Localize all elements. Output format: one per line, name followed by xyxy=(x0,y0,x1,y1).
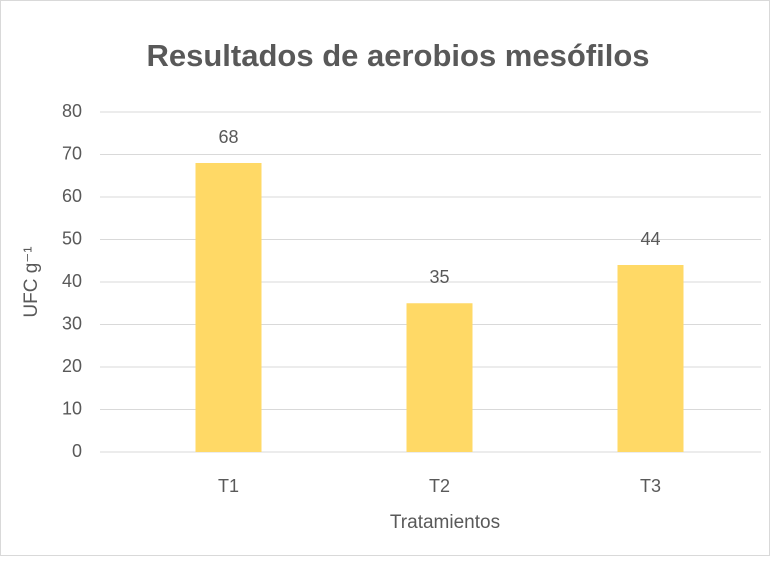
y-tick-label: 70 xyxy=(62,143,82,163)
y-tick-label: 0 xyxy=(72,441,82,461)
x-tick-label: T3 xyxy=(640,476,661,496)
y-tick-label: 60 xyxy=(62,186,82,206)
y-tick-label: 80 xyxy=(62,101,82,121)
x-axis-title: Tratamientos xyxy=(390,512,500,533)
y-tick-label: 40 xyxy=(62,271,82,291)
x-tick-label: T2 xyxy=(429,476,450,496)
y-tick-label: 50 xyxy=(62,228,82,248)
bar xyxy=(406,303,473,452)
y-tick-label: 30 xyxy=(62,313,82,333)
bar xyxy=(195,163,262,452)
data-label: 68 xyxy=(218,127,238,147)
data-label: 35 xyxy=(429,267,449,287)
data-label: 44 xyxy=(640,229,660,249)
y-axis-title: UFC g⁻¹ xyxy=(21,246,42,317)
y-tick-label: 10 xyxy=(62,398,82,418)
x-tick-label: T1 xyxy=(218,476,239,496)
chart-title: Resultados de aerobios mesófilos xyxy=(146,38,649,73)
y-tick-label: 20 xyxy=(62,356,82,376)
bar xyxy=(617,265,684,452)
